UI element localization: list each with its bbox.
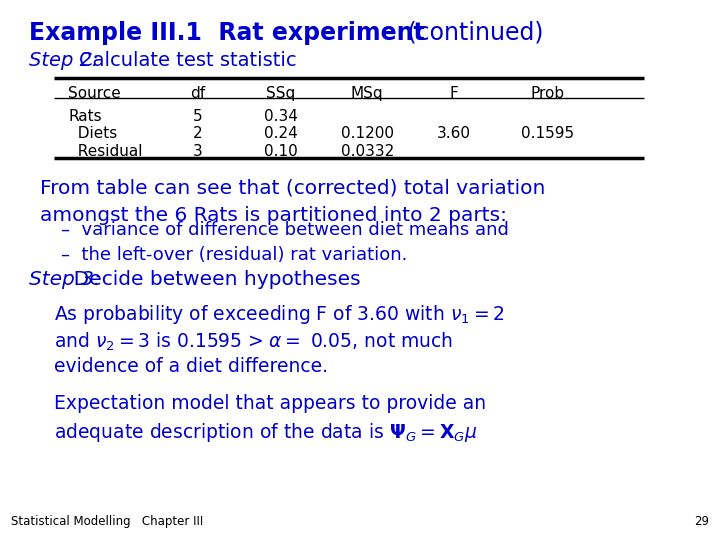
Text: 0.1595: 0.1595	[521, 126, 574, 141]
Text: 0.10: 0.10	[264, 144, 297, 159]
Text: Example III.1  Rat experiment: Example III.1 Rat experiment	[29, 21, 425, 44]
Text: Calculate test statistic: Calculate test statistic	[29, 51, 297, 70]
Text: 0.24: 0.24	[264, 126, 297, 141]
Text: Residual: Residual	[68, 144, 143, 159]
Text: From table can see that (corrected) total variation: From table can see that (corrected) tota…	[40, 178, 545, 197]
Text: Expectation model that appears to provide an: Expectation model that appears to provid…	[54, 394, 486, 413]
Text: 0.34: 0.34	[264, 109, 298, 124]
Text: Prob: Prob	[530, 86, 564, 102]
Text: F: F	[449, 86, 458, 102]
Text: 3: 3	[193, 144, 203, 159]
Text: df: df	[190, 86, 206, 102]
Text: and $\nu_2 = 3$ is 0.1595 > $\alpha =$ 0.05, not much: and $\nu_2 = 3$ is 0.1595 > $\alpha =$ 0…	[54, 330, 453, 353]
Text: Source: Source	[68, 86, 121, 102]
Text: Rats: Rats	[68, 109, 102, 124]
Text: Step 3:: Step 3:	[29, 270, 100, 289]
Text: (continued): (continued)	[400, 21, 543, 44]
Text: 5: 5	[193, 109, 203, 124]
Text: 3.60: 3.60	[436, 126, 471, 141]
Text: Statistical Modelling   Chapter III: Statistical Modelling Chapter III	[11, 515, 203, 528]
Text: Decide between hypotheses: Decide between hypotheses	[29, 270, 361, 289]
Text: evidence of a diet difference.: evidence of a diet difference.	[54, 357, 328, 376]
Text: adequate description of the data is $\mathbf{\Psi}_G = \mathbf{X}_G\mu$: adequate description of the data is $\ma…	[54, 421, 477, 444]
Text: amongst the 6 Rats is partitioned into 2 parts:: amongst the 6 Rats is partitioned into 2…	[40, 206, 507, 225]
Text: 0.1200: 0.1200	[341, 126, 394, 141]
Text: Diets: Diets	[68, 126, 117, 141]
Text: SSq: SSq	[266, 86, 295, 102]
Text: 2: 2	[193, 126, 203, 141]
Text: MSq: MSq	[351, 86, 384, 102]
Text: 29: 29	[694, 515, 709, 528]
Text: Step 2:: Step 2:	[29, 51, 99, 70]
Text: –  the left-over (residual) rat variation.: – the left-over (residual) rat variation…	[61, 246, 408, 264]
Text: –  variance of difference between diet means and: – variance of difference between diet me…	[61, 221, 509, 239]
Text: 0.0332: 0.0332	[341, 144, 394, 159]
Text: As probability of exceeding F of 3.60 with $\nu_1 = 2$: As probability of exceeding F of 3.60 wi…	[54, 303, 505, 327]
